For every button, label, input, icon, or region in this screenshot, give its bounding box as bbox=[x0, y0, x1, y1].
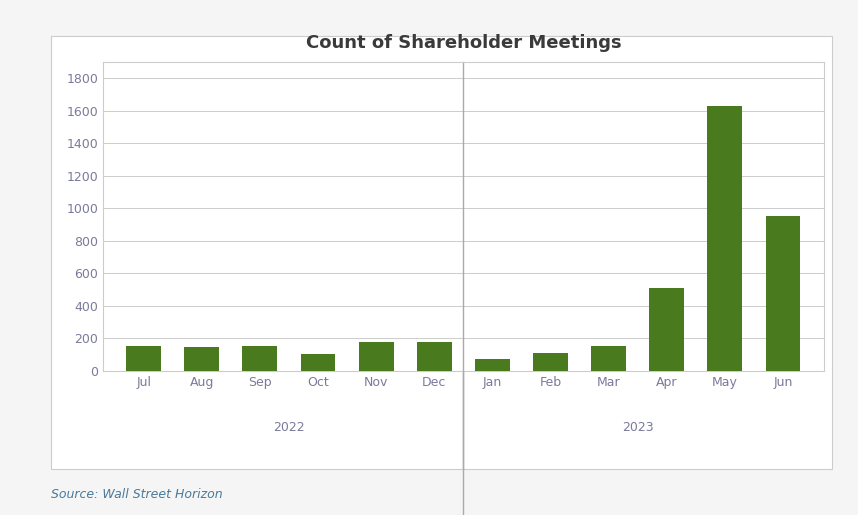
Text: 2023: 2023 bbox=[622, 421, 654, 434]
Title: Count of Shareholder Meetings: Count of Shareholder Meetings bbox=[305, 34, 621, 52]
Text: 2022: 2022 bbox=[273, 421, 305, 434]
Bar bbox=[417, 341, 451, 371]
Bar bbox=[300, 354, 335, 371]
Bar bbox=[708, 106, 742, 371]
Bar bbox=[533, 353, 568, 371]
Bar bbox=[650, 288, 684, 371]
Bar bbox=[243, 347, 277, 371]
Text: Source: Wall Street Horizon: Source: Wall Street Horizon bbox=[51, 488, 223, 501]
Bar bbox=[359, 342, 394, 371]
Bar bbox=[126, 347, 161, 371]
Bar bbox=[591, 346, 626, 371]
Bar bbox=[184, 347, 219, 371]
Bar bbox=[765, 216, 801, 371]
Bar bbox=[475, 358, 510, 371]
